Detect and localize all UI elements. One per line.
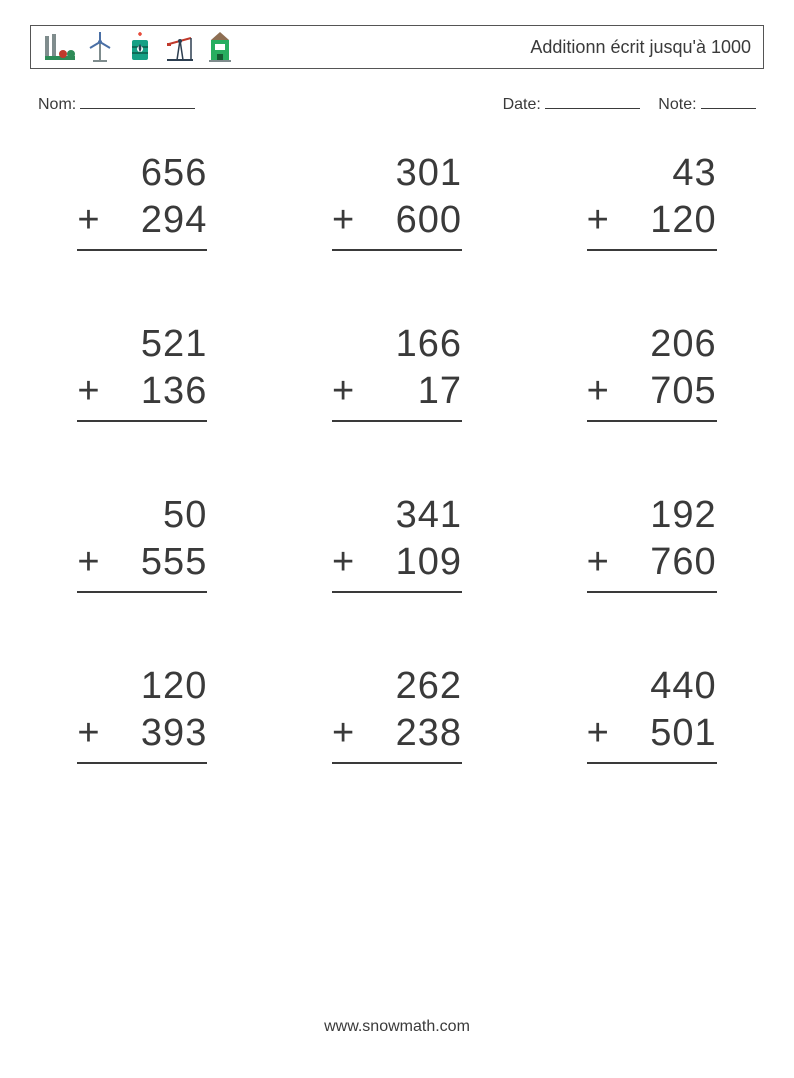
- problem-6: 206+705: [587, 321, 717, 422]
- addend-bottom-value: 294: [141, 197, 207, 245]
- operator-plus: +: [77, 539, 100, 587]
- problem-8: 341+109: [332, 492, 462, 593]
- addend-bottom: +120: [587, 197, 717, 251]
- operator-plus: +: [332, 710, 355, 758]
- problem-4: 521+136: [77, 321, 207, 422]
- operator-plus: +: [77, 197, 100, 245]
- addend-bottom-value: 501: [650, 710, 716, 758]
- addend-bottom-value: 705: [650, 368, 716, 416]
- gas-station-icon: [203, 30, 237, 64]
- operator-plus: +: [587, 368, 610, 416]
- name-blank[interactable]: [80, 91, 195, 109]
- addend-top: 166: [396, 321, 462, 369]
- addend-bottom-value: 109: [396, 539, 462, 587]
- header-icons: [43, 30, 237, 64]
- operator-plus: +: [77, 368, 100, 416]
- addend-bottom: +705: [587, 368, 717, 422]
- problem-5: 166+ 17: [332, 321, 462, 422]
- addend-bottom-value: 393: [141, 710, 207, 758]
- addend-top: 440: [650, 663, 716, 711]
- operator-plus: +: [587, 539, 610, 587]
- note-blank[interactable]: [701, 91, 756, 109]
- operator-plus: +: [332, 197, 355, 245]
- addend-bottom-value: 136: [141, 368, 207, 416]
- operator-plus: +: [587, 197, 610, 245]
- refinery-icon: [43, 30, 77, 64]
- wind-turbine-icon: [83, 30, 117, 64]
- addend-top: 341: [396, 492, 462, 540]
- addend-bottom-value: 760: [650, 539, 716, 587]
- problem-9: 192+760: [587, 492, 717, 593]
- addend-bottom: +501: [587, 710, 717, 764]
- addend-bottom: +294: [77, 197, 207, 251]
- addend-bottom: +393: [77, 710, 207, 764]
- problem-2: 301+600: [332, 150, 462, 251]
- header-bar: Additionn écrit jusqu'à 1000: [30, 25, 764, 69]
- operator-plus: +: [332, 539, 355, 587]
- addend-top: 521: [141, 321, 207, 369]
- addend-top: 656: [141, 150, 207, 198]
- addend-top: 120: [141, 663, 207, 711]
- addend-top: 206: [650, 321, 716, 369]
- operator-plus: +: [332, 368, 355, 416]
- addend-top: 50: [152, 492, 208, 540]
- operator-plus: +: [587, 710, 610, 758]
- problem-12: 440+501: [587, 663, 717, 764]
- date-blank[interactable]: [545, 91, 640, 109]
- oil-barrel-icon: [123, 30, 157, 64]
- addend-bottom: +760: [587, 539, 717, 593]
- name-label: Nom:: [38, 96, 76, 114]
- addend-top: 192: [650, 492, 716, 540]
- addend-bottom-value: 555: [141, 539, 207, 587]
- addend-bottom-value: 120: [650, 197, 716, 245]
- date-label: Date:: [503, 96, 541, 113]
- footer-url: www.snowmath.com: [0, 1018, 794, 1036]
- note-label: Note:: [658, 96, 696, 113]
- addend-bottom: +136: [77, 368, 207, 422]
- pumpjack-icon: [163, 30, 197, 64]
- problem-7: 50+555: [77, 492, 207, 593]
- addend-top: 262: [396, 663, 462, 711]
- addend-bottom-value: 600: [396, 197, 462, 245]
- addend-top: 301: [396, 150, 462, 198]
- problems-grid: 656+294301+600 43+120521+136166+ 17206+7…: [60, 150, 734, 764]
- worksheet-title: Additionn écrit jusqu'à 1000: [530, 37, 751, 58]
- problem-1: 656+294: [77, 150, 207, 251]
- addend-bottom: +238: [332, 710, 462, 764]
- addend-bottom-value: 238: [396, 710, 462, 758]
- addend-bottom: +109: [332, 539, 462, 593]
- operator-plus: +: [77, 710, 100, 758]
- addend-bottom: +555: [77, 539, 207, 593]
- meta-row: Nom: Date: Note:: [38, 91, 756, 114]
- addend-bottom: +600: [332, 197, 462, 251]
- problem-10: 120+393: [77, 663, 207, 764]
- addend-top: 43: [661, 150, 717, 198]
- addend-bottom-value: 17: [406, 368, 462, 416]
- addend-bottom: + 17: [332, 368, 462, 422]
- problem-3: 43+120: [587, 150, 717, 251]
- problem-11: 262+238: [332, 663, 462, 764]
